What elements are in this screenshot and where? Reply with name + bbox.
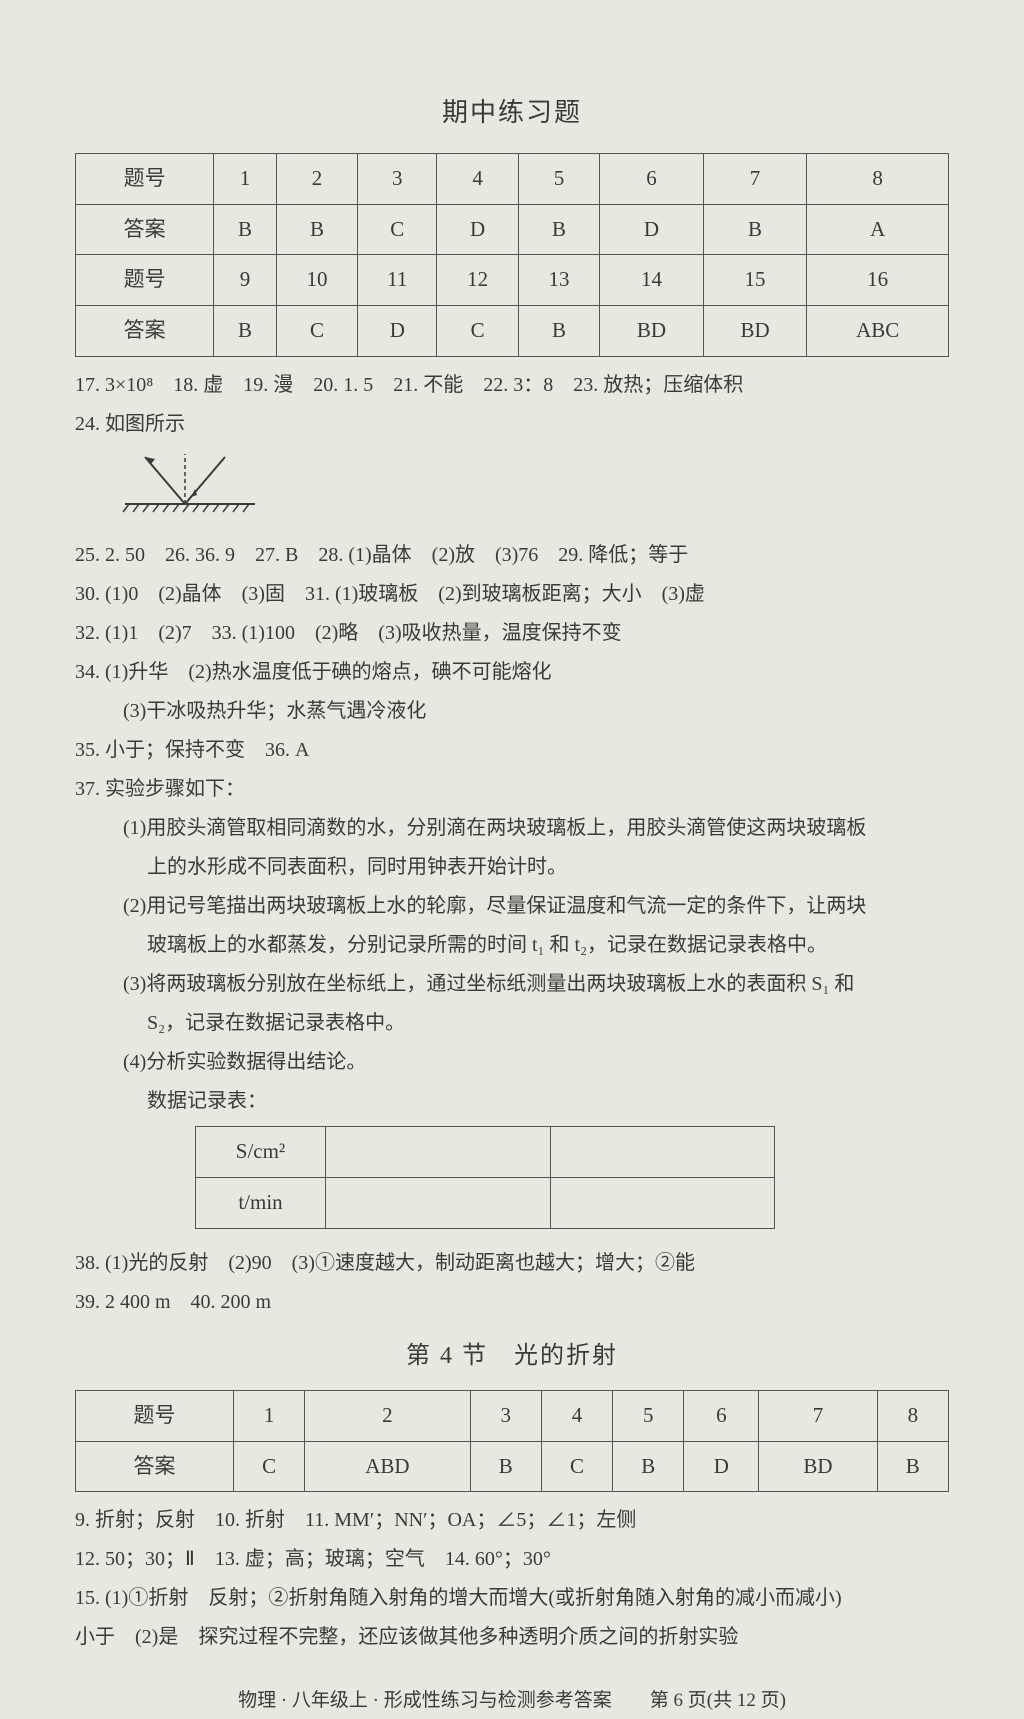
cell: 5	[518, 153, 599, 204]
table-row: 题号 9 10 11 12 13 14 15 16	[76, 255, 949, 306]
answer-line-s2-15b: 小于 (2)是 探究过程不完整，还应该做其他多种透明介质之间的折射实验	[75, 1619, 949, 1656]
cell: C	[276, 306, 357, 357]
cell: A	[807, 204, 949, 255]
cell: B	[276, 204, 357, 255]
cell	[550, 1126, 775, 1177]
cell: 15	[703, 255, 807, 306]
table-row: S/cm²	[196, 1126, 775, 1177]
answer-line-25: 25. 2. 50 26. 36. 9 27. B 28. (1)晶体 (2)放…	[75, 537, 949, 574]
answer-line-24: 24. 如图所示	[75, 406, 949, 443]
cell: 11	[358, 255, 437, 306]
table-row: 答案 C ABD B C B D BD B	[76, 1441, 949, 1492]
row-label: 题号	[76, 255, 214, 306]
answer-line-38: 38. (1)光的反射 (2)90 (3)①速度越大，制动距离也越大；增大；②能	[75, 1245, 949, 1282]
cell: 3	[470, 1390, 541, 1441]
cell: 1	[214, 153, 276, 204]
cell: 6	[684, 1390, 759, 1441]
cell: 4	[437, 153, 518, 204]
answer-line-32: 32. (1)1 (2)7 33. (1)100 (2)略 (3)吸收热量，温度…	[75, 615, 949, 652]
cell: 13	[518, 255, 599, 306]
reflection-diagram	[115, 449, 949, 531]
cell: ABC	[807, 306, 949, 357]
answer-line-s2-15a: 15. (1)①折射 反射；②折射角随入射角的增大而增大(或折射角随入射角的减小…	[75, 1580, 949, 1617]
answer-line-30: 30. (1)0 (2)晶体 (3)固 31. (1)玻璃板 (2)到玻璃板距离…	[75, 576, 949, 613]
cell: 8	[807, 153, 949, 204]
cell: C	[437, 306, 518, 357]
cell: 14	[600, 255, 704, 306]
cell: 3	[358, 153, 437, 204]
answer-table-2: 题号 1 2 3 4 5 6 7 8 答案 C ABD B C B D BD B	[75, 1390, 949, 1493]
cell: D	[600, 204, 704, 255]
data-record-table: S/cm² t/min	[195, 1126, 775, 1229]
cell: B	[877, 1441, 948, 1492]
row-label: 题号	[76, 1390, 234, 1441]
table-row: 题号 1 2 3 4 5 6 7 8	[76, 153, 949, 204]
answer-line-37-3a: (3)将两玻璃板分别放在坐标纸上，通过坐标纸测量出两块玻璃板上水的表面积 S₁ …	[75, 966, 949, 1003]
cell: 7	[759, 1390, 877, 1441]
cell: 8	[877, 1390, 948, 1441]
page-title-1: 期中练习题	[75, 90, 949, 137]
cell: 9	[214, 255, 276, 306]
table-row: t/min	[196, 1177, 775, 1228]
cell: S/cm²	[196, 1126, 326, 1177]
cell: BD	[703, 306, 807, 357]
cell: 4	[541, 1390, 612, 1441]
table-row: 答案 B C D C B BD BD ABC	[76, 306, 949, 357]
answer-line-37-5: 数据记录表：	[75, 1083, 949, 1120]
answer-line-35: 35. 小于；保持不变 36. A	[75, 732, 949, 769]
cell	[326, 1126, 551, 1177]
cell: t/min	[196, 1177, 326, 1228]
answer-line-34a: 34. (1)升华 (2)热水温度低于碘的熔点，碘不可能熔化	[75, 654, 949, 691]
row-label: 题号	[76, 153, 214, 204]
table-row: 题号 1 2 3 4 5 6 7 8	[76, 1390, 949, 1441]
cell: 6	[600, 153, 704, 204]
cell: C	[541, 1441, 612, 1492]
answer-line-s2-12: 12. 50；30；Ⅱ 13. 虚；高；玻璃；空气 14. 60°；30°	[75, 1541, 949, 1578]
cell: BD	[600, 306, 704, 357]
cell	[326, 1177, 551, 1228]
answer-line-34b: (3)干冰吸热升华；水蒸气遇冷液化	[75, 693, 949, 730]
cell: 7	[703, 153, 807, 204]
cell: 5	[613, 1390, 684, 1441]
answer-line-s2-9: 9. 折射；反射 10. 折射 11. MM′；NN′；OA；∠5；∠1；左侧	[75, 1502, 949, 1539]
answer-line-37: 37. 实验步骤如下：	[75, 771, 949, 808]
section-title-2: 第 4 节 光的折射	[75, 1335, 949, 1378]
cell: C	[234, 1441, 305, 1492]
cell: 2	[305, 1390, 470, 1441]
cell: 10	[276, 255, 357, 306]
cell: B	[214, 306, 276, 357]
cell	[550, 1177, 775, 1228]
cell: 1	[234, 1390, 305, 1441]
answer-line-37-4: (4)分析实验数据得出结论。	[75, 1044, 949, 1081]
answer-line-37-3b: S₂，记录在数据记录表格中。	[75, 1005, 949, 1042]
cell: D	[437, 204, 518, 255]
answer-line-37-2a: (2)用记号笔描出两块玻璃板上水的轮廓，尽量保证温度和气流一定的条件下，让两块	[75, 888, 949, 925]
cell: BD	[759, 1441, 877, 1492]
cell: B	[518, 306, 599, 357]
row-label: 答案	[76, 306, 214, 357]
cell: D	[358, 306, 437, 357]
answer-line-37-2b: 玻璃板上的水都蒸发，分别记录所需的时间 t₁ 和 t₂，记录在数据记录表格中。	[75, 927, 949, 964]
answer-line-37-1a: (1)用胶头滴管取相同滴数的水，分别滴在两块玻璃板上，用胶头滴管使这两块玻璃板	[75, 810, 949, 847]
cell: B	[518, 204, 599, 255]
page-footer: 物理 · 八年级上 · 形成性练习与检测参考答案 第 6 页(共 12 页)	[75, 1684, 949, 1718]
answer-line-37-1b: 上的水形成不同表面积，同时用钟表开始计时。	[75, 849, 949, 886]
cell: ABD	[305, 1441, 470, 1492]
cell: B	[470, 1441, 541, 1492]
cell: 16	[807, 255, 949, 306]
answer-table-1: 题号 1 2 3 4 5 6 7 8 答案 B B C D B D B A 题号…	[75, 153, 949, 357]
cell: B	[613, 1441, 684, 1492]
cell: 12	[437, 255, 518, 306]
answer-line-17: 17. 3×10⁸ 18. 虚 19. 漫 20. 1. 5 21. 不能 22…	[75, 367, 949, 404]
row-label: 答案	[76, 1441, 234, 1492]
cell: B	[703, 204, 807, 255]
cell: C	[358, 204, 437, 255]
cell: B	[214, 204, 276, 255]
cell: D	[684, 1441, 759, 1492]
table-row: 答案 B B C D B D B A	[76, 204, 949, 255]
answer-line-39: 39. 2 400 m 40. 200 m	[75, 1284, 949, 1321]
cell: 2	[276, 153, 357, 204]
row-label: 答案	[76, 204, 214, 255]
